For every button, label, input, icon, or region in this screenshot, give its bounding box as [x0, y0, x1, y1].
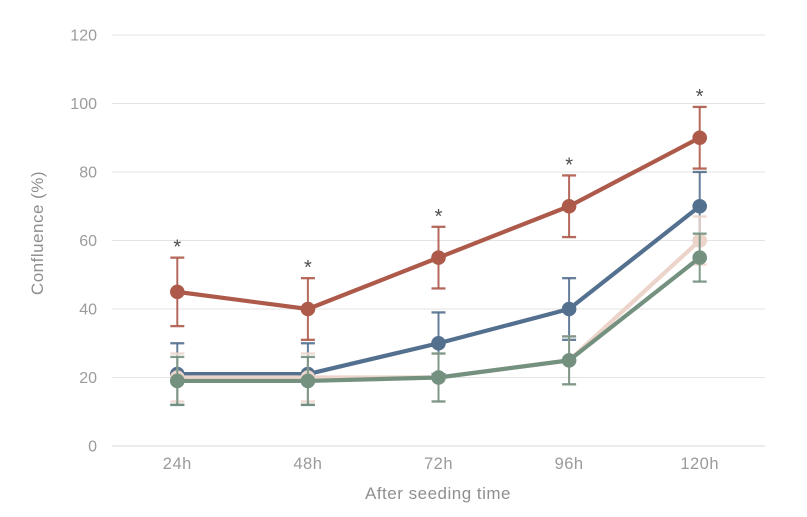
- red-series-data-point-marker: [431, 250, 446, 265]
- red-series-data-point-marker: [300, 301, 316, 317]
- blue-series-data-point-marker: [561, 301, 577, 317]
- green-series-data-point-marker: [170, 373, 185, 389]
- significance-asterisk: *: [435, 206, 443, 228]
- x-tick-label: 120h: [680, 455, 719, 473]
- red-series-data-point-marker: [170, 284, 185, 300]
- x-tick-label: 48h: [293, 455, 322, 473]
- green-series-data-point-marker: [300, 373, 316, 389]
- y-tick-label: 40: [79, 302, 97, 319]
- significance-asterisk: *: [696, 86, 704, 108]
- significance-asterisk: *: [173, 237, 181, 259]
- x-tick-label: 96h: [555, 455, 584, 473]
- x-tick-label: 72h: [424, 455, 453, 473]
- green-series-data-point-marker: [561, 353, 577, 368]
- y-tick-label: 80: [79, 165, 97, 182]
- y-tick-label: 120: [70, 28, 97, 45]
- y-tick-label: 20: [79, 370, 97, 387]
- green-series-data-point-marker: [431, 370, 446, 385]
- y-axis-title: Confluence (%): [28, 170, 47, 296]
- x-tick-label: 24h: [163, 455, 192, 473]
- significance-asterisk: *: [304, 257, 312, 279]
- blue-series-data-point-marker: [431, 335, 446, 351]
- significance-asterisk: *: [565, 154, 573, 176]
- blue-series-data-point-marker: [692, 198, 707, 214]
- green-series-data-point-marker: [692, 250, 707, 265]
- x-axis-title: After seeding time: [364, 484, 512, 503]
- y-tick-label: 60: [79, 233, 97, 250]
- y-tick-label: 0: [88, 439, 97, 456]
- red-series-data-point-marker: [692, 130, 707, 146]
- red-series-data-point-marker: [561, 198, 577, 214]
- y-tick-label: 100: [70, 96, 97, 113]
